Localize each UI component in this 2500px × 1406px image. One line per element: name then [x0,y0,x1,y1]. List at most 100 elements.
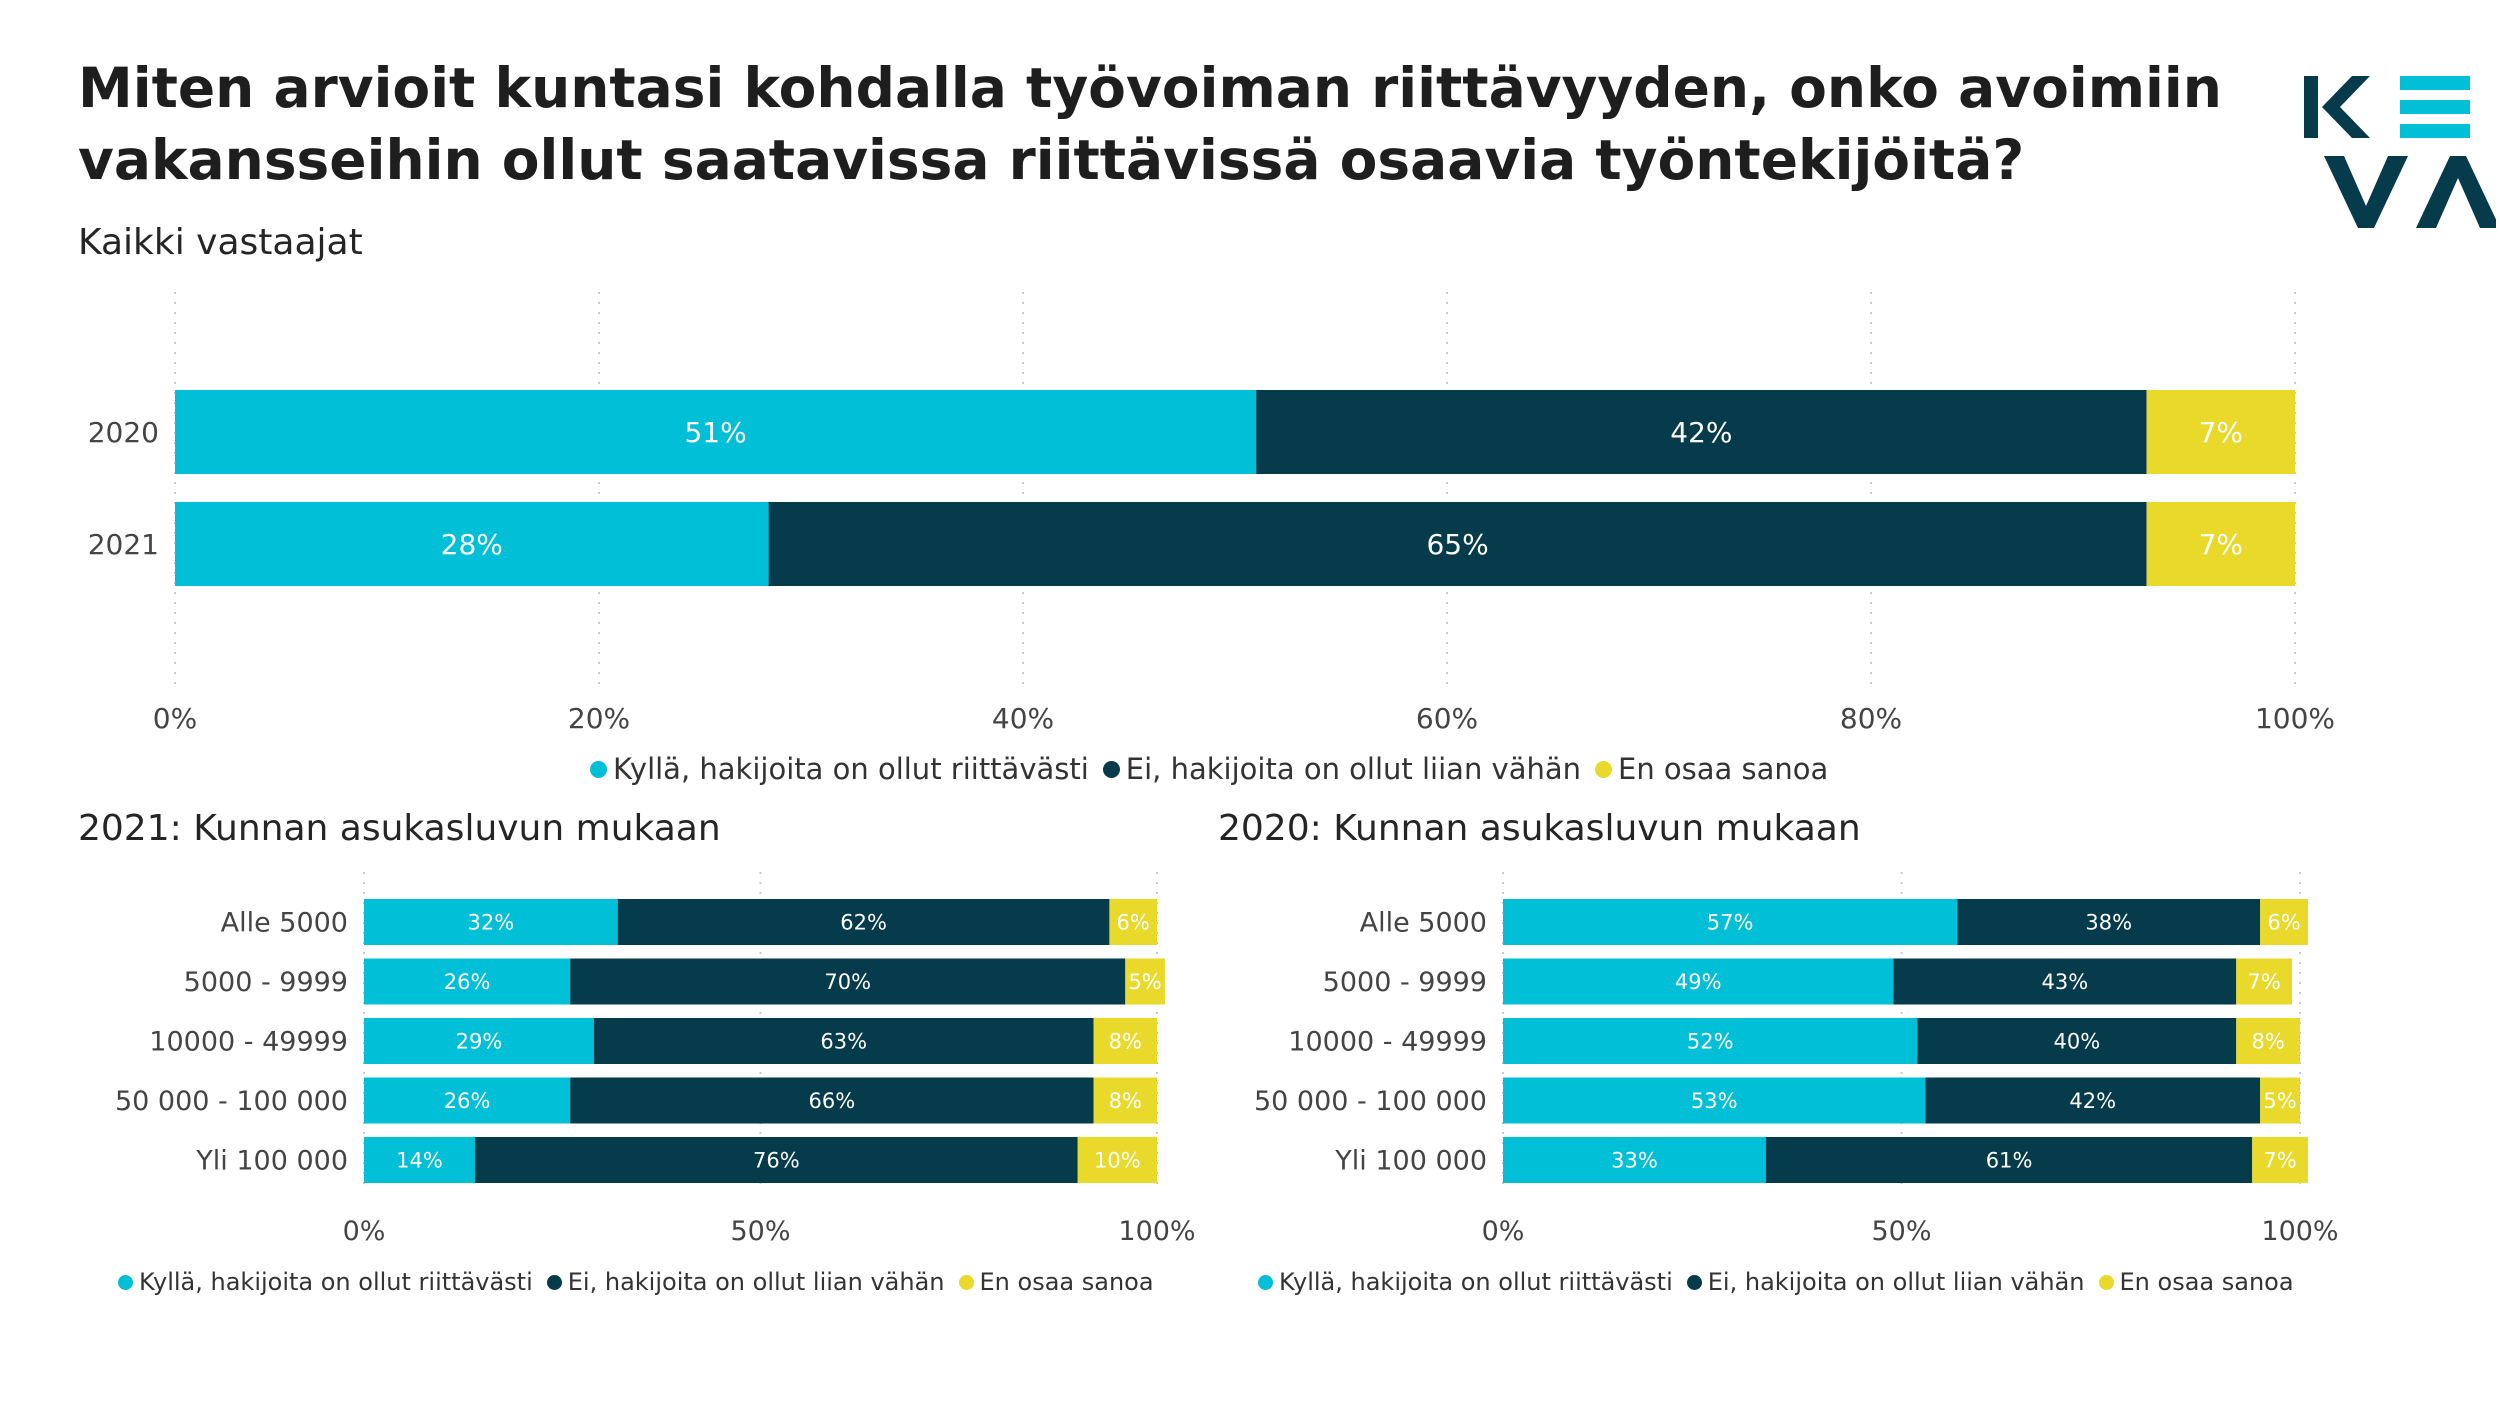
legend-item-kylla: Kyllä, hakijoita on ollut riittävästi [590,752,1089,786]
data-label: 43% [2042,970,2089,994]
legend-item-eos: En osaa sanoa [1595,752,1828,786]
x-tick-label: 100% [1118,1216,1195,1247]
data-label: 49% [1675,970,1722,994]
data-label: 7% [2199,528,2243,561]
chart-main-title: Kaikki vastaajat [78,222,363,263]
bar-segment [1256,390,2147,474]
bar-segment [1503,1018,1918,1064]
legend-dot-eos [958,1274,974,1290]
legend-label-kylla: Kyllä, hakijoita on ollut riittävästi [1279,1268,1673,1296]
legend-dot-eos [1595,760,1613,778]
category-label: Yli 100 000 [1334,1146,1487,1177]
x-tick-label: 100% [2261,1216,2338,1247]
page-title-line-2: vakansseihin ollut saatavissa riittäviss… [78,128,2025,192]
data-label: 63% [820,1030,867,1054]
data-label: 8% [1109,1089,1142,1113]
bar-segment [2146,502,2295,586]
data-label: 14% [396,1149,443,1173]
legend-item-kylla: Kyllä, hakijoita on ollut riittävästi [1258,1268,1673,1296]
data-label: 66% [809,1089,856,1113]
data-label: 38% [2085,911,2132,935]
data-label: 7% [2199,416,2243,449]
x-tick-label: 0% [153,702,197,735]
legend-dot-ei [1686,1274,1702,1290]
data-label: 6% [2267,911,2300,935]
data-label: 29% [456,1030,503,1054]
data-label: 7% [2247,970,2280,994]
bar-segment [1109,899,1157,945]
x-tick-label: 50% [1871,1216,1931,1247]
x-tick-label: 0% [1482,1216,1525,1247]
bar-segment [2236,958,2293,1005]
data-label: 62% [840,911,887,935]
bar-segment [475,1137,1078,1183]
bar-segment [2252,1137,2308,1183]
bar-segment [768,502,2147,586]
category-label: 2020 [88,416,159,449]
data-label: 7% [2263,1149,2296,1173]
bar-segment [1077,1137,1157,1183]
keva-logo [2304,76,2496,228]
category-label: 2021 [88,528,159,561]
data-label: 42% [2069,1089,2116,1113]
bar-segment [175,390,1257,474]
bar-segment [570,958,1126,1005]
x-tick-label: 20% [568,702,630,735]
data-label: 5% [2263,1089,2296,1113]
data-label: 8% [2251,1030,2284,1054]
bar-segment [364,1077,571,1124]
legend-item-ei: Ei, hakijoita on ollut liian vähän [1102,752,1581,786]
legend-dot-eos [2098,1274,2114,1290]
category-label: 10000 - 49999 [1288,1027,1487,1058]
page-title: Miten arvioit kuntasi kohdalla työvoiman… [78,52,2298,196]
page-title-line-1: Miten arvioit kuntasi kohdalla työvoiman… [78,56,2222,120]
bar-segment [1503,899,1958,945]
bar-segment [1917,1018,2237,1064]
data-label: 26% [444,1089,491,1113]
legend-2020: Kyllä, hakijoita on ollut riittävästi Ei… [1258,1268,2308,1296]
bar-segment [2146,390,2295,474]
category-label: Yli 100 000 [195,1146,348,1177]
data-label: 8% [1109,1030,1142,1054]
chart-2021-title: 2021: Kunnan asukasluvun mukaan [78,808,721,849]
bar-segment [593,1018,1094,1064]
category-label: Alle 5000 [1360,908,1487,939]
data-label: 5% [1128,970,1161,994]
data-label: 28% [441,528,503,561]
data-label: 42% [1670,416,1732,449]
chart-2020-title: 2020: Kunnan asukasluvun mukaan [1218,808,1861,849]
bar-segment [175,502,769,586]
bar-segment [1957,899,2261,945]
legend-dot-kylla [1258,1274,1273,1290]
bar-segment [1093,1077,1157,1124]
legend-label-kylla: Kyllä, hakijoita on ollut riittävästi [139,1268,533,1296]
bar-segment [364,958,571,1005]
data-label: 33% [1611,1149,1658,1173]
category-label: Alle 5000 [221,908,348,939]
legend-label-eos: En osaa sanoa [1618,752,1829,786]
legend-label-ei: Ei, hakijoita on ollut liian vähän [1707,1268,2085,1296]
data-label: 26% [444,970,491,994]
bar-segment [1093,1018,1157,1064]
bar-segment [1503,1137,1767,1183]
category-label: 5000 - 9999 [184,967,348,998]
legend-dot-ei [1102,760,1120,778]
bar-segment [1125,958,1165,1005]
data-label: 76% [753,1149,800,1173]
legend-item-kylla: Kyllä, hakijoita on ollut riittävästi [118,1268,533,1296]
data-label: 32% [468,911,515,935]
data-label: 51% [684,416,746,449]
legend-label-eos: En osaa sanoa [2119,1268,2294,1296]
legend-item-eos: En osaa sanoa [2098,1268,2294,1296]
x-tick-label: 80% [1840,702,1902,735]
data-label: 70% [824,970,871,994]
bar-segment [1893,958,2237,1005]
data-label: 65% [1426,528,1488,561]
data-label: 53% [1691,1089,1738,1113]
legend-item-ei: Ei, hakijoita on ollut liian vähän [1686,1268,2085,1296]
data-label: 57% [1707,911,1754,935]
category-label: 5000 - 9999 [1323,967,1487,998]
